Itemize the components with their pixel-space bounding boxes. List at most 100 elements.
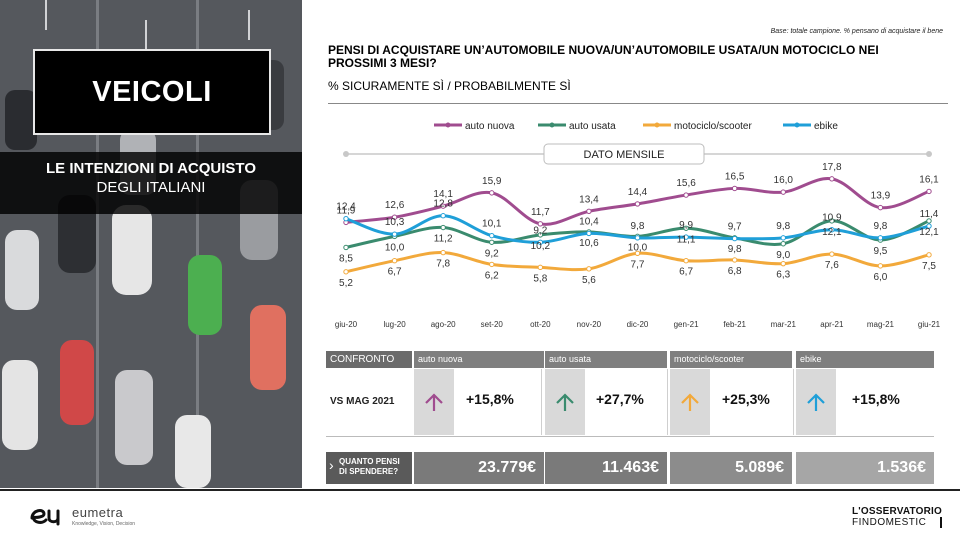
data-label-ebike: 9,7 (728, 222, 742, 233)
data-label-ebike: 10,9 (822, 213, 842, 224)
legend-marker-auto-usata (549, 122, 555, 128)
comparison-head-motociclo: motociclo/scooter (670, 351, 792, 368)
data-label-auto-usata: 10,6 (579, 238, 599, 249)
data-point-auto-usata (440, 224, 446, 231)
x-tick-label: gen-21 (674, 320, 699, 329)
data-label-auto-usata: 9,0 (776, 250, 790, 261)
data-label-auto-usata: 8,5 (339, 253, 353, 264)
data-point-auto-usata (780, 241, 786, 247)
data-point-motociclo-scooter (440, 249, 446, 256)
change-auto-usata: +27,7% (596, 391, 644, 407)
data-point-motociclo-scooter (489, 261, 495, 268)
data-label-auto-nuova: 15,9 (482, 176, 502, 187)
x-tick-label: ago-20 (431, 320, 456, 329)
data-point-motociclo-scooter (391, 258, 398, 264)
comparison-divider (541, 369, 542, 435)
arrow-cell-auto-nuova (414, 369, 454, 435)
comparison-bottom-line (326, 436, 934, 437)
legend-label-motociclo-scooter: motociclo/scooter (674, 121, 752, 132)
data-label-auto-usata: 10,0 (385, 242, 405, 253)
data-label-motociclo-scooter: 7,5 (922, 261, 936, 272)
data-label-ebike: 9,2 (533, 225, 547, 236)
data-point-ebike (489, 232, 495, 239)
data-point-auto-nuova (877, 204, 884, 211)
arrow-cell-motociclo (670, 369, 710, 435)
x-tick-label: set-20 (481, 320, 504, 329)
data-label-auto-usata: 9,5 (873, 246, 887, 257)
data-point-auto-nuova (780, 189, 786, 195)
arrow-up-icon (807, 393, 825, 411)
arrow-cell-ebike (796, 369, 836, 435)
comparison-head-ebike: ebike (796, 351, 934, 368)
data-point-motociclo-scooter (829, 251, 835, 257)
comparison-divider (667, 369, 668, 435)
data-point-auto-usata (829, 218, 835, 224)
data-label-auto-usata: 9,8 (728, 244, 742, 255)
chart-legend: auto nuova auto usata motociclo/scooter ebi… (434, 121, 838, 132)
footer-divider (0, 489, 960, 491)
data-label-motociclo-scooter: 5,6 (582, 275, 596, 286)
legend-marker-auto-nuova (445, 122, 451, 128)
data-point-auto-nuova (634, 201, 641, 207)
data-label-auto-usata: 9,2 (485, 248, 499, 259)
eumetra-name: eumetra (72, 505, 124, 520)
legend-label-auto-nuova: auto nuova (465, 121, 515, 132)
data-label-auto-nuova: 16,0 (774, 175, 794, 186)
spend-motociclo: 5.089€ (670, 452, 792, 484)
data-point-auto-nuova (586, 208, 592, 215)
data-label-ebike: 9,9 (679, 220, 693, 231)
x-tick-label: mar-21 (771, 320, 797, 329)
data-label-motociclo-scooter: 6,7 (679, 267, 693, 278)
data-label-motociclo-scooter: 7,6 (825, 260, 839, 271)
data-point-auto-nuova (440, 203, 446, 209)
data-point-ebike (440, 213, 446, 219)
data-label-motociclo-scooter: 6,2 (485, 270, 499, 281)
data-label-motociclo-scooter: 6,8 (728, 266, 742, 277)
subtitle-line1: LE INTENZIONI DI ACQUISTO (45, 160, 256, 177)
x-tick-label: mag-21 (867, 320, 895, 329)
legend-label-ebike: ebike (814, 121, 838, 132)
data-label-auto-nuova: 16,5 (725, 171, 745, 182)
data-point-auto-usata (343, 244, 349, 251)
legend-marker-ebike (794, 122, 800, 128)
data-point-motociclo-scooter (683, 258, 689, 264)
data-point-ebike (391, 231, 398, 237)
header-divider (328, 103, 948, 104)
data-label-auto-nuova: 12,6 (385, 200, 405, 211)
base-note: Base: totale campione. % pensano di acqu… (770, 28, 943, 35)
data-label-auto-nuova: 15,6 (676, 178, 696, 189)
period-label: DATO MENSILE (584, 149, 665, 161)
comparison-row-label: VS MAG 2021 (330, 396, 395, 407)
data-point-ebike (683, 234, 689, 240)
data-point-motociclo-scooter (634, 250, 641, 257)
data-label-ebike: 12,8 (433, 199, 453, 210)
x-tick-label: nov-20 (577, 320, 602, 329)
x-tick-label: giu-21 (918, 320, 941, 329)
data-label-ebike: 10,1 (482, 219, 502, 230)
arrow-up-icon (681, 393, 699, 411)
data-point-auto-nuova (926, 188, 932, 195)
eumetra-tagline: Knowledge, Vision, Decision (72, 521, 136, 527)
data-label-ebike: 12,4 (336, 202, 356, 213)
x-tick-label: apr-21 (820, 320, 844, 329)
osservatorio-logo: L'OSSERVATORIO FINDOMESTIC (852, 506, 942, 528)
chart-data-labels: 11,9 12,6 14,1 15,9 11,7 13,4 14,4 15,6 16,5 16,0… (336, 162, 939, 289)
period-axis: DATO MENSILE (343, 143, 932, 165)
data-label-auto-usata: 10,2 (531, 241, 551, 252)
data-point-auto-usata (537, 232, 544, 238)
data-point-auto-nuova (683, 192, 689, 198)
change-motociclo: +25,3% (722, 391, 770, 407)
subtitle-band: LE INTENZIONI DI ACQUISTO DEGLI ITALIANI (0, 152, 302, 214)
spend-label-line2: DI SPENDERE? (339, 467, 399, 476)
data-label-auto-usata: 12,1 (822, 227, 842, 238)
data-label-auto-nuova: 14,1 (433, 189, 453, 200)
comparison-divider (793, 369, 794, 435)
data-point-auto-nuova (391, 214, 398, 220)
x-tick-label: dic-20 (627, 320, 649, 329)
eumetra-logo-icon (30, 509, 60, 526)
data-point-motociclo-scooter (780, 260, 786, 267)
section-title-box: VEICOLI (33, 49, 271, 135)
data-point-auto-usata (926, 218, 932, 224)
osservatorio-line2: FINDOMESTIC (852, 517, 942, 528)
data-point-auto-nuova (489, 190, 495, 196)
